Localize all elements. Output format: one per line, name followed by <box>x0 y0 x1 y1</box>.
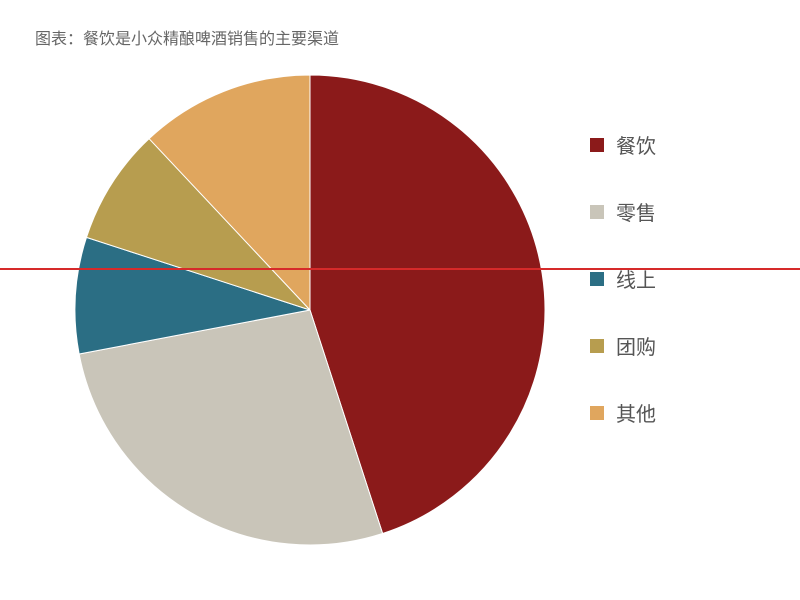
chart-title: 图表：餐饮是小众精酿啤酒销售的主要渠道 <box>35 25 339 49</box>
legend: 餐饮 零售 线上 团购 其他 <box>590 130 656 427</box>
legend-item-catering: 餐饮 <box>590 130 656 159</box>
legend-label: 团购 <box>616 331 656 360</box>
legend-item-other: 其他 <box>590 398 656 427</box>
annotation-horizontal-line <box>0 268 800 270</box>
pie-chart <box>70 60 550 540</box>
legend-swatch <box>590 406 604 420</box>
legend-label: 其他 <box>616 398 656 427</box>
legend-swatch <box>590 138 604 152</box>
legend-swatch <box>590 205 604 219</box>
legend-item-retail: 零售 <box>590 197 656 226</box>
legend-swatch <box>590 272 604 286</box>
legend-item-group: 团购 <box>590 331 656 360</box>
legend-swatch <box>590 339 604 353</box>
legend-label: 零售 <box>616 197 656 226</box>
legend-label: 餐饮 <box>616 130 656 159</box>
